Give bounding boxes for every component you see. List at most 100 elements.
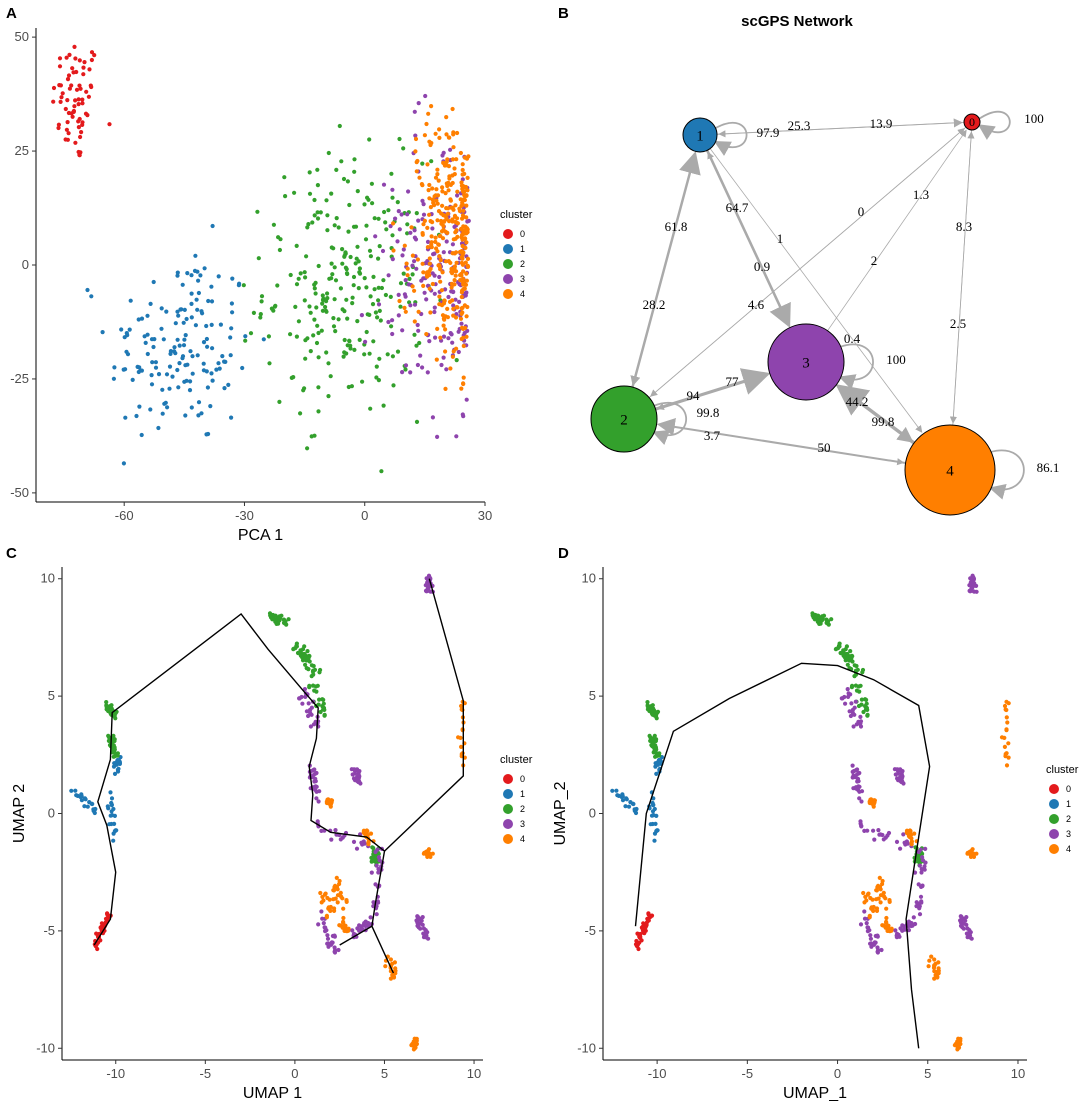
data-point-cluster-3 <box>421 202 426 207</box>
data-point-cluster-2 <box>108 708 113 713</box>
data-point-cluster-2 <box>348 254 353 260</box>
edge-weight-label: 2 <box>871 253 878 268</box>
x-axis-label: UMAP_1 <box>783 1085 847 1101</box>
data-point-cluster-3 <box>355 926 360 931</box>
data-point-cluster-1 <box>151 344 156 350</box>
data-point-cluster-4 <box>403 309 408 314</box>
data-point-cluster-1 <box>106 806 111 811</box>
data-point-cluster-2 <box>397 136 402 142</box>
data-point-cluster-1 <box>189 273 194 278</box>
y-tick-label: -50 <box>10 485 29 500</box>
data-point-cluster-3 <box>875 949 880 954</box>
data-point-cluster-2 <box>342 337 347 343</box>
data-point-cluster-2 <box>377 308 382 313</box>
data-point-cluster-3 <box>408 370 413 375</box>
data-point-cluster-0 <box>646 912 651 917</box>
data-point-cluster-1 <box>156 372 162 377</box>
data-point-cluster-2 <box>377 244 382 249</box>
data-point-cluster-1 <box>615 793 620 798</box>
data-point-cluster-2 <box>316 263 321 269</box>
data-point-cluster-2 <box>353 261 358 266</box>
data-point-cluster-4 <box>444 163 449 168</box>
data-point-cluster-1 <box>220 354 225 359</box>
data-point-cluster-2 <box>355 244 360 249</box>
data-point-cluster-2 <box>286 617 291 622</box>
data-point-cluster-4 <box>1006 701 1011 706</box>
data-point-cluster-4 <box>434 198 439 203</box>
data-point-cluster-1 <box>137 365 142 370</box>
data-point-cluster-1 <box>210 223 215 229</box>
data-point-cluster-3 <box>872 837 877 842</box>
data-point-cluster-3 <box>381 182 387 187</box>
data-point-cluster-1 <box>624 796 629 801</box>
x-tick-label: -10 <box>648 1066 667 1081</box>
data-point-cluster-4 <box>427 261 432 266</box>
data-point-cluster-1 <box>167 386 172 391</box>
data-point-cluster-3 <box>408 230 413 235</box>
data-point-cluster-1 <box>209 322 214 327</box>
data-point-cluster-4 <box>884 920 889 926</box>
data-point-cluster-0 <box>637 940 642 945</box>
legend-swatch-4 <box>503 289 513 299</box>
data-point-cluster-0 <box>634 943 639 948</box>
data-point-cluster-4 <box>441 323 446 328</box>
data-point-cluster-1 <box>196 278 201 283</box>
data-point-cluster-4 <box>453 230 458 235</box>
data-point-cluster-1 <box>183 333 188 338</box>
data-point-cluster-1 <box>633 807 639 812</box>
data-point-cluster-4 <box>460 167 465 173</box>
data-point-cluster-3 <box>373 234 378 239</box>
data-point-cluster-2 <box>346 229 351 234</box>
data-point-cluster-1 <box>217 366 222 371</box>
data-point-cluster-0 <box>77 152 82 158</box>
data-point-cluster-2 <box>288 272 293 278</box>
data-point-cluster-4 <box>388 976 393 981</box>
data-point-cluster-4 <box>434 246 439 251</box>
data-point-cluster-2 <box>321 697 326 703</box>
data-point-cluster-0 <box>89 84 94 90</box>
data-point-cluster-4 <box>329 798 334 803</box>
data-point-cluster-3 <box>853 699 858 704</box>
data-point-cluster-4 <box>461 208 466 213</box>
data-point-cluster-1 <box>82 796 88 801</box>
data-point-cluster-2 <box>312 688 317 693</box>
data-point-cluster-3 <box>308 707 313 713</box>
data-point-cluster-3 <box>299 694 304 700</box>
data-point-cluster-4 <box>463 194 468 199</box>
data-point-cluster-0 <box>92 53 97 58</box>
data-point-cluster-4 <box>338 890 343 896</box>
data-point-cluster-3 <box>354 846 360 851</box>
data-point-cluster-3 <box>424 297 429 302</box>
data-point-cluster-4 <box>455 221 460 226</box>
edge-weight-label: 4.6 <box>748 297 765 312</box>
data-point-cluster-0 <box>80 101 85 106</box>
data-point-cluster-1 <box>92 807 97 812</box>
data-point-cluster-2 <box>111 733 116 739</box>
data-point-cluster-2 <box>258 315 263 320</box>
data-point-cluster-4 <box>414 169 419 174</box>
data-point-cluster-1 <box>112 365 117 370</box>
data-point-cluster-2 <box>365 312 370 317</box>
data-point-cluster-2 <box>313 291 318 296</box>
data-point-cluster-2 <box>414 343 419 348</box>
data-point-cluster-1 <box>230 276 235 281</box>
data-point-cluster-1 <box>119 327 124 332</box>
panel-d-umap-curve: -10 -5 0 5 10 -10 -5 0 5 10 UMAP_1 UMAP_2 cluster 0 1 2… <box>552 567 1079 1101</box>
edge-weight-label: 77 <box>726 374 740 389</box>
data-point-cluster-4 <box>863 894 868 900</box>
legend-swatch-3 <box>1049 829 1059 839</box>
data-point-cluster-2 <box>343 250 348 255</box>
y-tick-label: -25 <box>10 371 29 386</box>
data-point-cluster-3 <box>858 922 864 927</box>
data-point-cluster-4 <box>884 906 889 911</box>
x-tick-label: 5 <box>924 1066 931 1081</box>
data-point-cluster-3 <box>857 789 862 794</box>
data-point-cluster-4 <box>460 310 465 315</box>
data-point-cluster-1 <box>136 317 141 322</box>
data-point-cluster-3 <box>923 846 928 852</box>
data-point-cluster-1 <box>111 838 116 843</box>
data-point-cluster-4 <box>453 203 458 208</box>
data-point-cluster-2 <box>243 338 248 343</box>
data-point-cluster-2 <box>379 285 384 291</box>
data-point-cluster-2 <box>367 137 372 142</box>
